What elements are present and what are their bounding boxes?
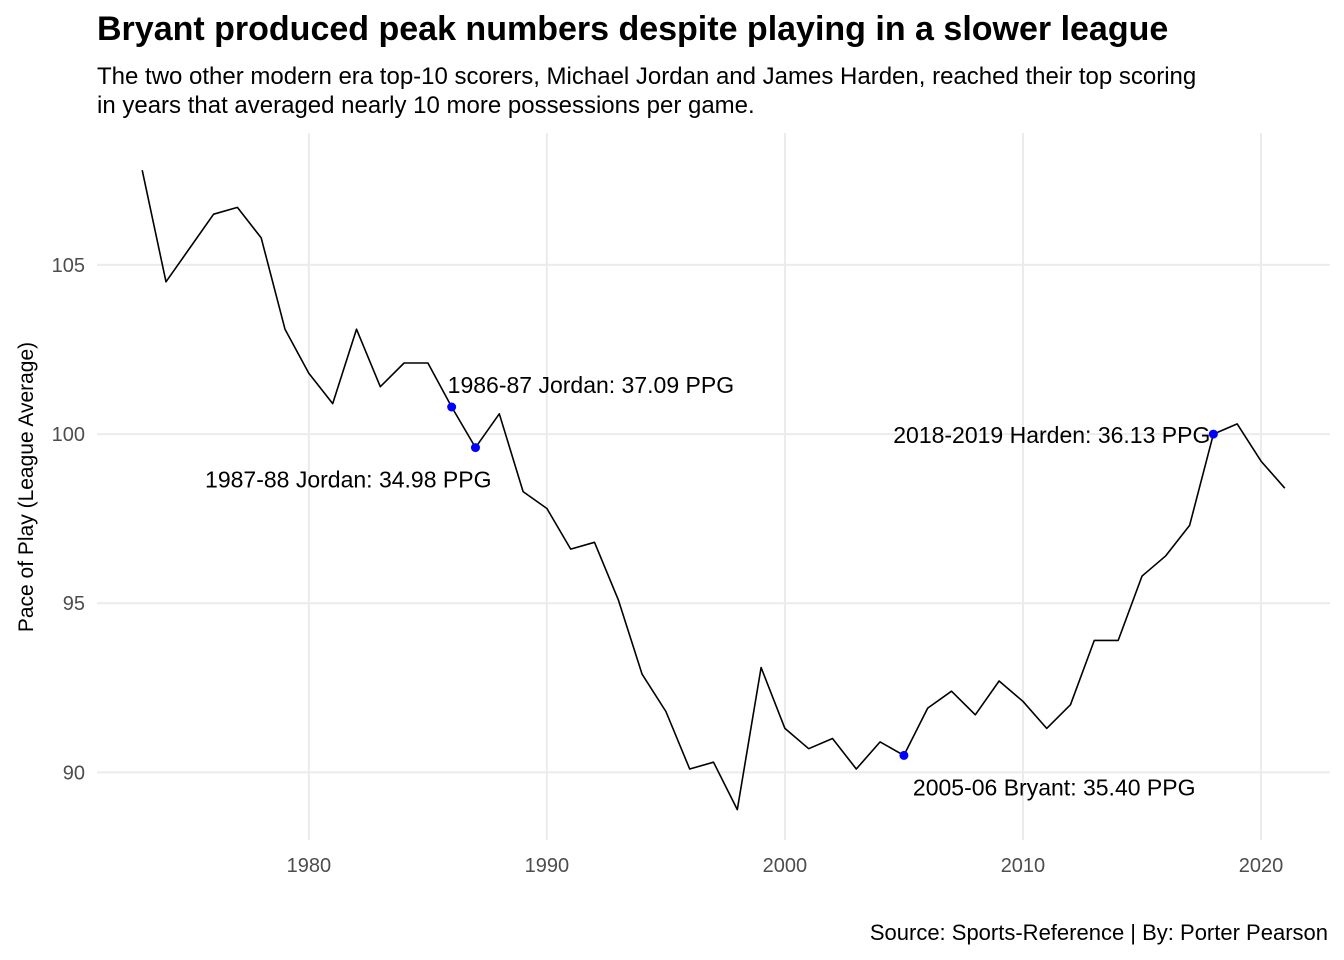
chart-subtitle-line-1: The two other modern era top-10 scorers,… xyxy=(97,63,1197,90)
grid-lines xyxy=(97,133,1330,840)
chart-subtitle: The two other modern era top-10 scorers,… xyxy=(97,62,1344,120)
highlight-point xyxy=(899,750,909,760)
x-tick-label: 1980 xyxy=(287,855,332,877)
highlight-label: 1987-88 Jordan: 34.98 PPG xyxy=(205,467,491,493)
y-tick-label: 90 xyxy=(63,762,85,784)
source-caption: Source: Sports-Reference | By: Porter Pe… xyxy=(869,920,1328,945)
chart-subtitle-line-2: in years that averaged nearly 10 more po… xyxy=(97,92,755,119)
x-tick-label: 1990 xyxy=(525,855,570,877)
highlight-label: 1986-87 Jordan: 37.09 PPG xyxy=(448,372,734,398)
y-tick-label: 105 xyxy=(52,255,85,277)
series-line-layer xyxy=(141,170,1286,811)
highlight-point xyxy=(447,402,457,412)
highlight-label: 2005-06 Bryant: 35.40 PPG xyxy=(913,774,1196,800)
highlight-point xyxy=(1208,429,1218,439)
highlight-point xyxy=(470,443,480,453)
y-tick-label: 95 xyxy=(63,593,85,615)
y-axis-title: Pace of Play (League Average) xyxy=(15,342,38,632)
highlight-label: 2018-2019 Harden: 36.13 PPG xyxy=(893,422,1210,448)
x-tick-label: 2010 xyxy=(1001,855,1046,877)
highlight-labels: 1986-87 Jordan: 37.09 PPG 1987-88 Jordan:… xyxy=(205,372,1210,800)
x-tick-label: 2020 xyxy=(1239,855,1284,877)
chart-title: Bryant produced peak numbers despite pla… xyxy=(97,10,1169,48)
pace-series-line xyxy=(141,170,1286,811)
highlight-points xyxy=(447,402,1218,760)
x-tick-label: 2000 xyxy=(763,855,808,877)
axis-tick-labels: 90 95 100 105 1980 1990 2000 2010 2020 xyxy=(52,255,1284,877)
y-tick-label: 100 xyxy=(52,424,85,446)
